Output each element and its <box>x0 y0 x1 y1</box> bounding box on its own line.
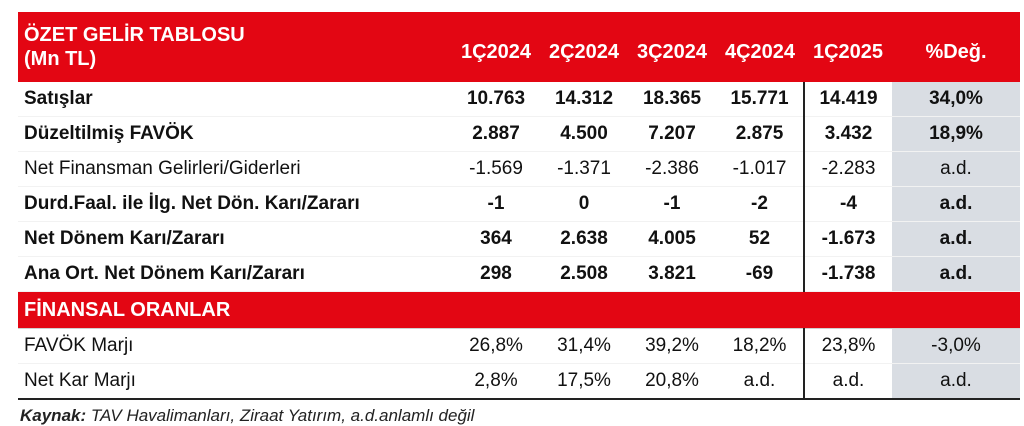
table-cell: 39,2% <box>628 328 716 364</box>
row-label: FAVÖK Marjı <box>18 328 452 364</box>
table-cell: -3,0% <box>892 328 1020 364</box>
table-cell: 4.500 <box>540 116 628 152</box>
table-cell: 2.638 <box>540 221 628 257</box>
table-title-line2: (Mn TL) <box>24 48 97 70</box>
summary-table: ÖZET GELİR TABLOSU (Mn TL) 1Ç2024 2Ç2024… <box>18 12 1020 400</box>
table-cell: -2.386 <box>628 151 716 187</box>
table-cell: a.d. <box>892 256 1020 292</box>
table-cell: 52 <box>716 221 804 257</box>
table-cell: -1 <box>628 186 716 222</box>
row-label: Net Dönem Karı/Zararı <box>18 221 452 257</box>
table-cell: 2.887 <box>452 116 540 152</box>
column-header: 4Ç2024 <box>716 12 804 82</box>
table-cell: 15.771 <box>716 82 804 117</box>
table-row: FAVÖK Marjı 26,8% 31,4% 39,2% 18,2% 23,8… <box>18 328 1020 364</box>
source-label: Kaynak: <box>20 406 87 425</box>
section-header: FİNANSAL ORANLAR <box>18 291 1020 329</box>
table-cell: 3.432 <box>803 116 892 152</box>
table-title-line1: ÖZET GELİR TABLOSU <box>24 24 245 46</box>
table-cell: 2,8% <box>452 363 540 400</box>
table-cell: -2 <box>716 186 804 222</box>
section-title: FİNANSAL ORANLAR <box>18 291 1020 329</box>
column-header: 1Ç2025 <box>804 12 892 82</box>
row-label: Satışlar <box>18 82 452 117</box>
table-cell: a.d. <box>803 363 892 400</box>
table-cell: -1.371 <box>540 151 628 187</box>
row-label: Düzeltilmiş FAVÖK <box>18 116 452 152</box>
table-cell: 18,9% <box>892 116 1020 152</box>
row-label: Durd.Faal. ile İlg. Net Dön. Karı/Zararı <box>18 186 452 222</box>
table-cell: 7.207 <box>628 116 716 152</box>
table-cell: a.d. <box>892 151 1020 187</box>
table-cell: -4 <box>803 186 892 222</box>
table-cell: 23,8% <box>803 328 892 364</box>
table-cell: a.d. <box>716 363 804 400</box>
table-cell: 17,5% <box>540 363 628 400</box>
table-cell: -1.569 <box>452 151 540 187</box>
table-row: Durd.Faal. ile İlg. Net Dön. Karı/Zararı… <box>18 186 1020 222</box>
table-cell: 10.763 <box>452 82 540 117</box>
row-label: Net Kar Marjı <box>18 363 452 400</box>
table-cell: a.d. <box>892 186 1020 222</box>
income-statement: ÖZET GELİR TABLOSU (Mn TL) 1Ç2024 2Ç2024… <box>18 12 1020 426</box>
table-cell: 18.365 <box>628 82 716 117</box>
table-cell: 3.821 <box>628 256 716 292</box>
table-cell: 364 <box>452 221 540 257</box>
table-row: Satışlar 10.763 14.312 18.365 15.771 14.… <box>18 82 1020 117</box>
column-header: %Değ. <box>892 12 1020 82</box>
column-header: 2Ç2024 <box>540 12 628 82</box>
table-cell: -1 <box>452 186 540 222</box>
table-cell: 31,4% <box>540 328 628 364</box>
table-cell: 14.312 <box>540 82 628 117</box>
table-row: Net Finansman Gelirleri/Giderleri -1.569… <box>18 151 1020 187</box>
table-cell: -1.673 <box>803 221 892 257</box>
table-cell: 0 <box>540 186 628 222</box>
source-note: Kaynak: TAV Havalimanları, Ziraat Yatırı… <box>18 406 1004 426</box>
table-cell: 20,8% <box>628 363 716 400</box>
table-cell: 298 <box>452 256 540 292</box>
table-cell: 2.875 <box>716 116 804 152</box>
table-cell: 4.005 <box>628 221 716 257</box>
table-header: ÖZET GELİR TABLOSU (Mn TL) 1Ç2024 2Ç2024… <box>18 12 1020 82</box>
column-header: 3Ç2024 <box>628 12 716 82</box>
table-title: ÖZET GELİR TABLOSU (Mn TL) <box>18 12 452 82</box>
row-label: Ana Ort. Net Dönem Karı/Zararı <box>18 256 452 292</box>
table-row: Ana Ort. Net Dönem Karı/Zararı 298 2.508… <box>18 256 1020 292</box>
table-cell: 34,0% <box>892 82 1020 117</box>
source-text: TAV Havalimanları, Ziraat Yatırım, a.d.a… <box>86 406 475 425</box>
table-cell: 14.419 <box>803 82 892 117</box>
table-cell: -1.738 <box>803 256 892 292</box>
table-cell: 26,8% <box>452 328 540 364</box>
table-cell: 18,2% <box>716 328 804 364</box>
table-cell: -69 <box>716 256 804 292</box>
table-cell: a.d. <box>892 221 1020 257</box>
table-row: Net Dönem Karı/Zararı 364 2.638 4.005 52… <box>18 221 1020 257</box>
column-header: 1Ç2024 <box>452 12 540 82</box>
table-row: Düzeltilmiş FAVÖK 2.887 4.500 7.207 2.87… <box>18 116 1020 152</box>
row-label: Net Finansman Gelirleri/Giderleri <box>18 151 452 187</box>
table-row: Net Kar Marjı 2,8% 17,5% 20,8% a.d. a.d.… <box>18 363 1020 400</box>
table-cell: a.d. <box>892 363 1020 400</box>
table-cell: -2.283 <box>803 151 892 187</box>
table-cell: 2.508 <box>540 256 628 292</box>
table-cell: -1.017 <box>716 151 804 187</box>
